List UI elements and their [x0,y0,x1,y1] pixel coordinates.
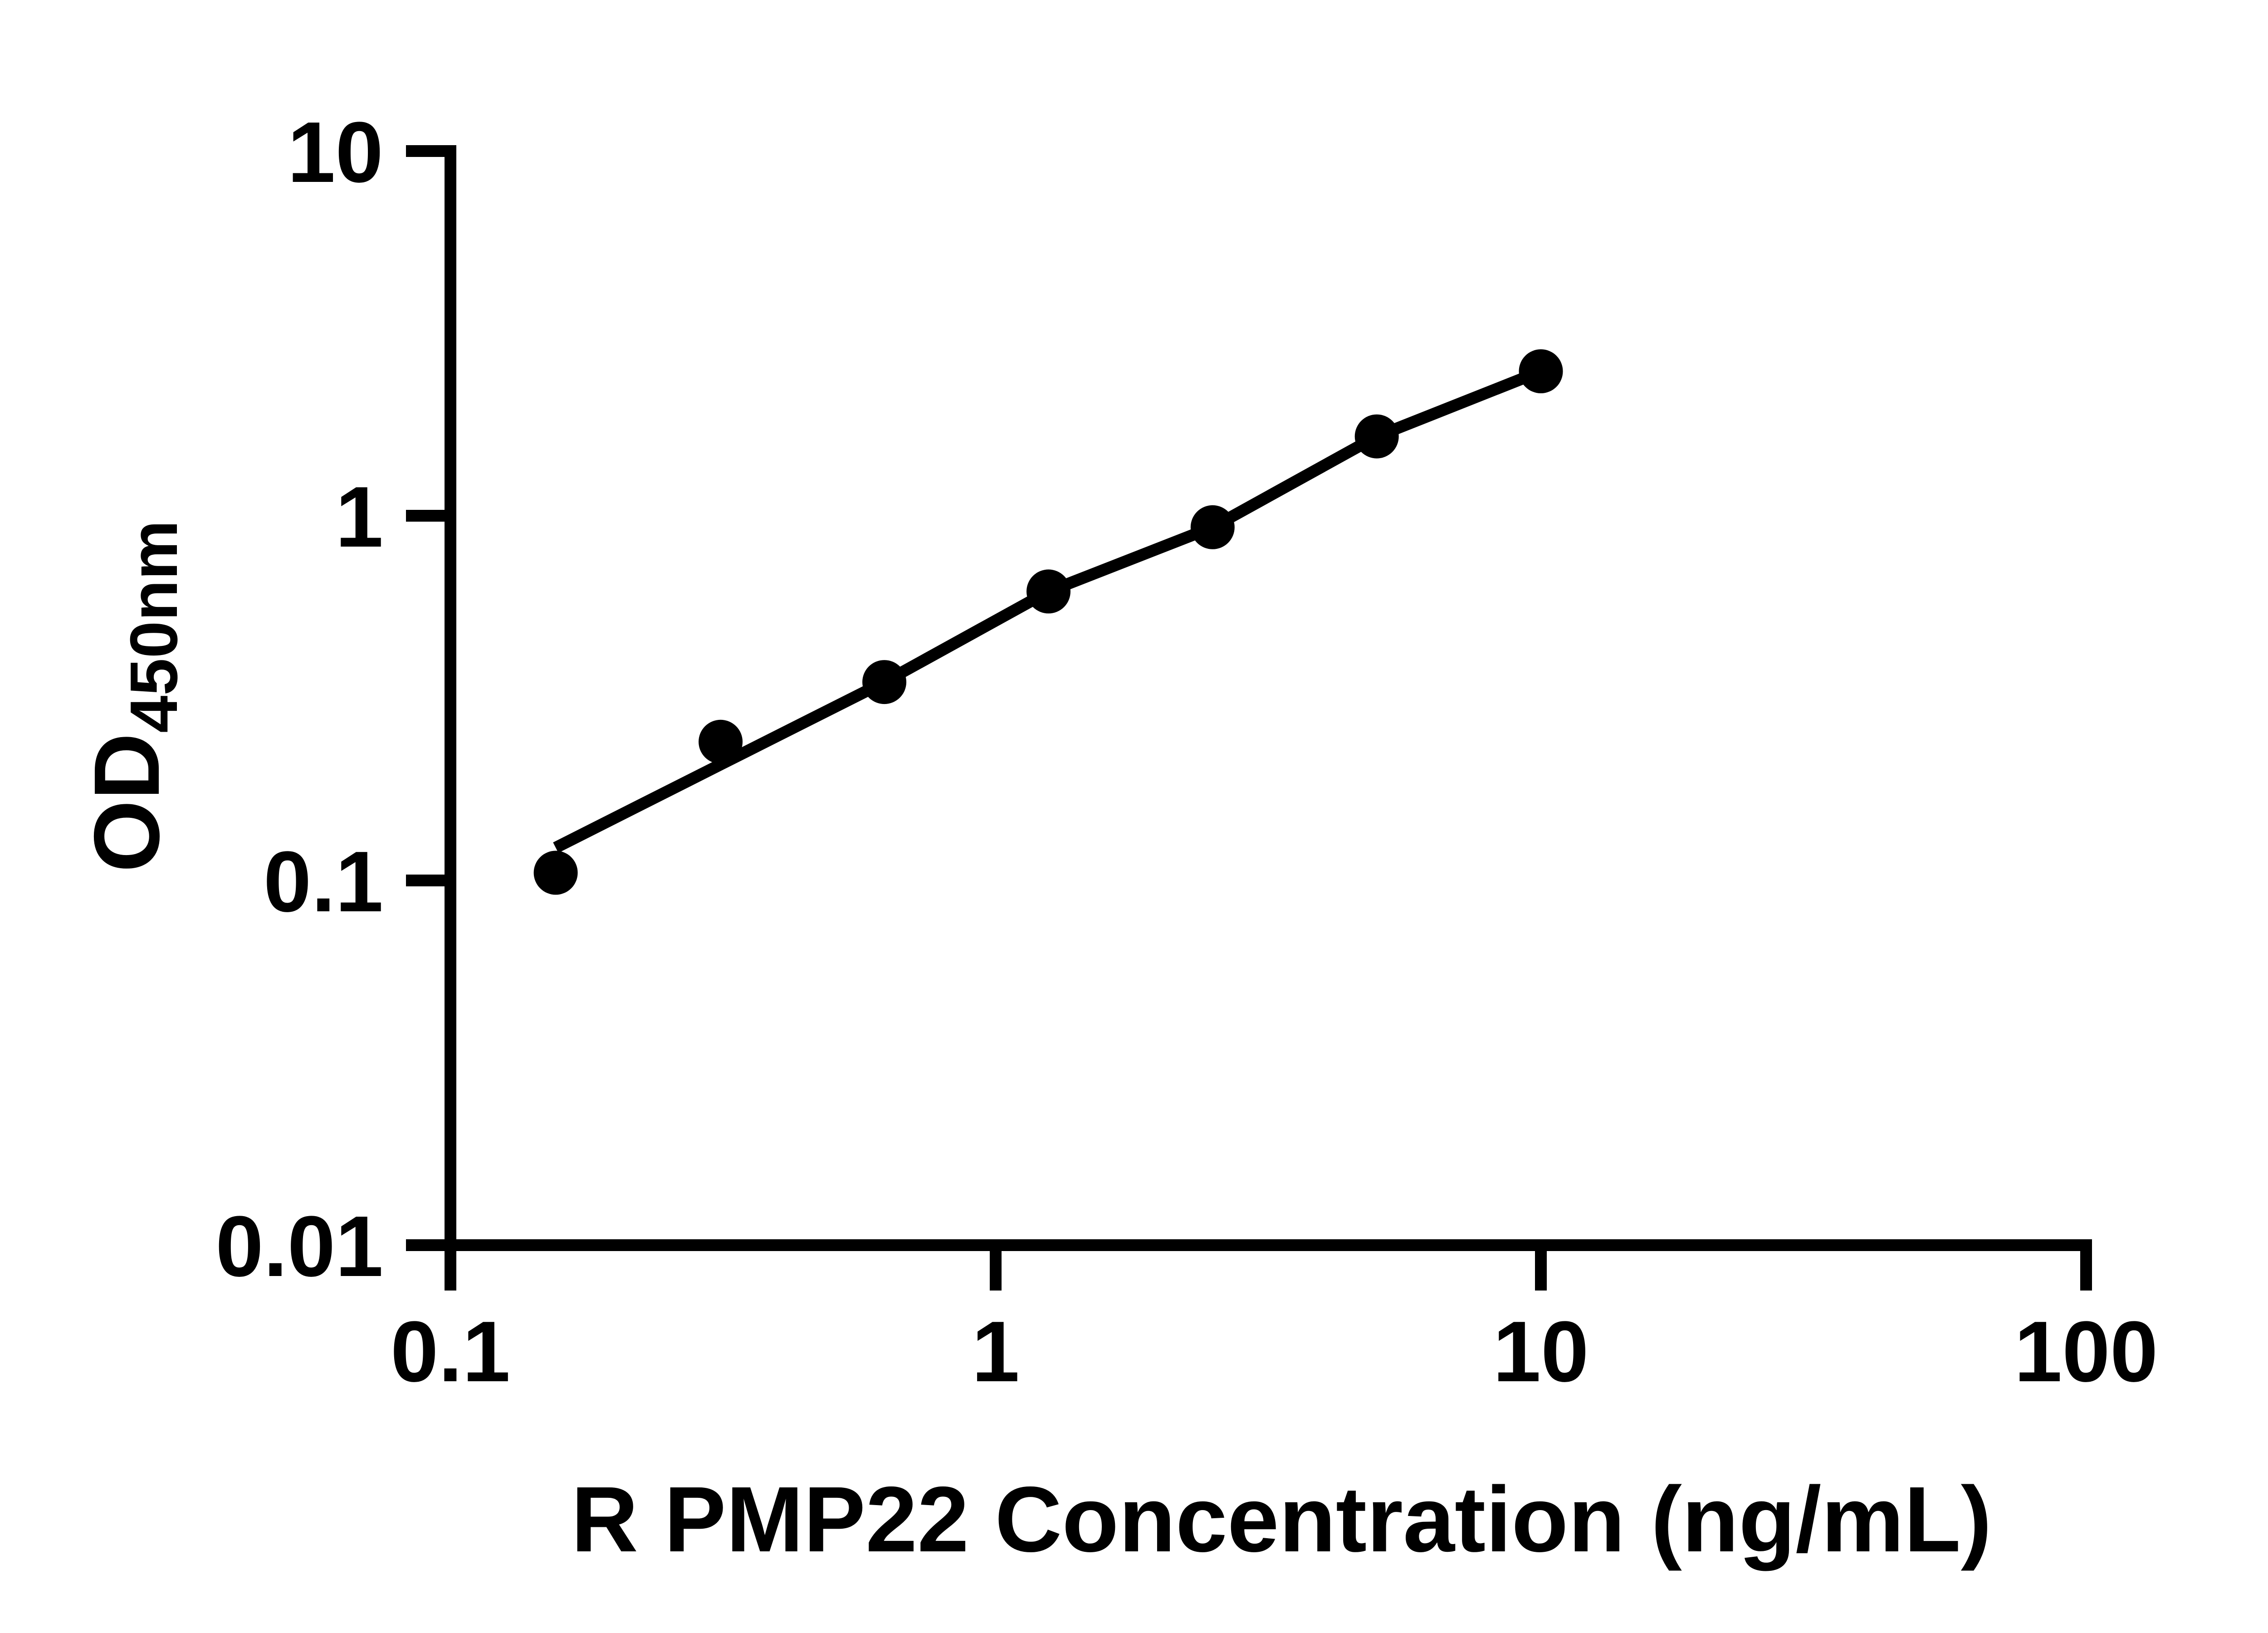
data-point [1519,349,1563,393]
y-tick-label: 0.01 [215,1198,383,1295]
x-tick-label: 0.1 [391,1304,510,1400]
x-axis-title: R PMP22 Concentration (ng/mL) [571,1467,1992,1571]
data-point [1026,569,1070,614]
x-tick-label: 100 [2014,1304,2158,1400]
data-point [1354,414,1399,459]
y-axis-title-subscript: 450nm [117,520,191,733]
x-tick-label: 10 [1493,1304,1589,1400]
y-tick-label: 1 [335,469,383,565]
y-axis-title: OD450nm [75,520,191,872]
series-layer [533,349,1563,895]
y-axis-title-main: OD [75,733,179,873]
data-point [862,660,907,704]
data-point [1190,505,1235,549]
data-point [533,851,578,895]
tick-marks [406,145,2092,1291]
y-tick-label: 0.1 [264,834,383,930]
axis-frame [445,145,2092,1251]
data-point [699,719,743,764]
x-tick-label: 1 [972,1304,1020,1400]
y-tick-label: 10 [288,104,383,200]
